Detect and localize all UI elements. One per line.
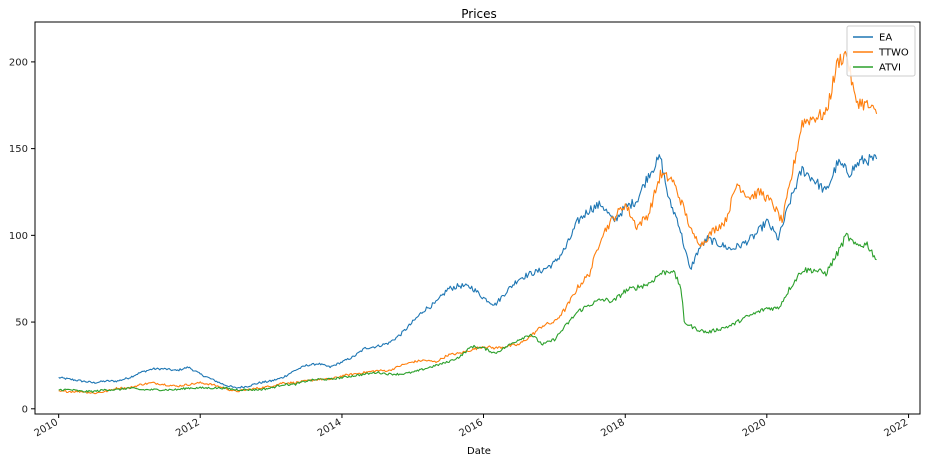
y-tick-label: 150	[9, 144, 28, 155]
y-tick-label: 0	[22, 404, 28, 415]
legend-label-ttwo: TTWO	[878, 48, 909, 59]
chart-title: Prices	[461, 7, 497, 21]
y-axis: 0 50 100 150 200	[9, 57, 35, 415]
x-tick-label: 2020	[741, 417, 769, 439]
plot-area	[34, 21, 921, 415]
x-axis-label: Date	[467, 446, 491, 457]
legend-label-ea: EA	[879, 33, 892, 44]
legend-box	[846, 25, 916, 77]
series-line-ea	[58, 154, 878, 389]
x-tick-label: 2022	[883, 417, 911, 439]
y-tick-label: 50	[15, 318, 28, 329]
y-tick-label: 200	[9, 57, 28, 68]
x-tick-label: 2010	[33, 417, 61, 439]
legend-label-atvi: ATVI	[879, 63, 901, 74]
y-tick-label: 100	[9, 231, 28, 242]
series-line-atvi	[58, 232, 877, 393]
series-lines	[58, 50, 878, 395]
x-tick-label: 2012	[174, 417, 202, 439]
legend: EA TTWO ATVI	[846, 25, 916, 77]
x-axis: 2010 2012 2014 2016 2018 2020 2022	[33, 414, 910, 439]
x-tick-label: 2016	[457, 417, 485, 439]
x-tick-label: 2014	[316, 417, 344, 439]
x-tick-label: 2018	[599, 417, 627, 439]
